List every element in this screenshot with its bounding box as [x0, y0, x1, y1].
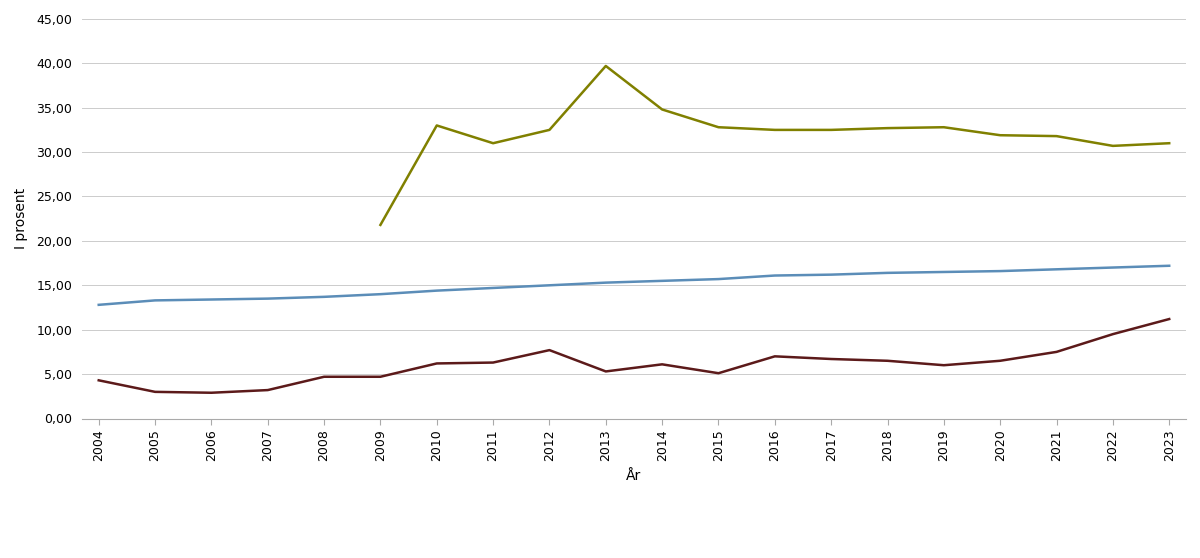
AS — [712, 276, 726, 282]
SA — [937, 124, 952, 131]
SA — [486, 140, 500, 147]
SA — [1105, 142, 1120, 149]
SA — [881, 125, 895, 132]
ASA — [317, 373, 331, 380]
ASA — [1105, 331, 1120, 338]
ASA — [486, 359, 500, 366]
ASA — [430, 360, 444, 367]
ASA — [712, 370, 726, 377]
AS — [542, 282, 557, 288]
ASA — [768, 353, 782, 360]
AS — [430, 287, 444, 294]
SA — [599, 62, 613, 69]
SA — [430, 122, 444, 129]
SA — [992, 132, 1007, 138]
ASA — [881, 358, 895, 364]
ASA — [1049, 349, 1063, 355]
AS — [373, 291, 388, 297]
ASA — [373, 373, 388, 380]
SA — [373, 222, 388, 228]
ASA — [1162, 316, 1176, 323]
ASA — [148, 388, 162, 395]
AS — [1162, 262, 1176, 269]
SA — [542, 127, 557, 133]
AS — [91, 301, 106, 308]
SA — [1162, 140, 1176, 147]
AS — [655, 277, 670, 284]
Line: SA: SA — [380, 66, 1169, 225]
AS — [260, 295, 275, 302]
SA — [824, 127, 839, 133]
ASA — [204, 389, 218, 396]
AS — [768, 272, 782, 279]
Legend: AS, ASA, SA: AS, ASA, SA — [499, 554, 769, 558]
SA — [655, 106, 670, 113]
AS — [204, 296, 218, 303]
AS — [1049, 266, 1063, 273]
Line: ASA: ASA — [98, 319, 1169, 393]
Y-axis label: I prosent: I prosent — [14, 188, 28, 249]
AS — [992, 268, 1007, 275]
ASA — [542, 347, 557, 353]
AS — [937, 268, 952, 275]
Line: AS: AS — [98, 266, 1169, 305]
AS — [486, 285, 500, 291]
SA — [1049, 133, 1063, 140]
SA — [712, 124, 726, 131]
ASA — [937, 362, 952, 369]
ASA — [91, 377, 106, 384]
AS — [599, 280, 613, 286]
ASA — [824, 355, 839, 362]
AS — [148, 297, 162, 304]
AS — [1105, 264, 1120, 271]
ASA — [992, 358, 1007, 364]
AS — [824, 271, 839, 278]
ASA — [599, 368, 613, 375]
X-axis label: År: År — [626, 469, 642, 483]
ASA — [260, 387, 275, 393]
SA — [768, 127, 782, 133]
ASA — [655, 361, 670, 368]
AS — [317, 294, 331, 300]
AS — [881, 270, 895, 276]
